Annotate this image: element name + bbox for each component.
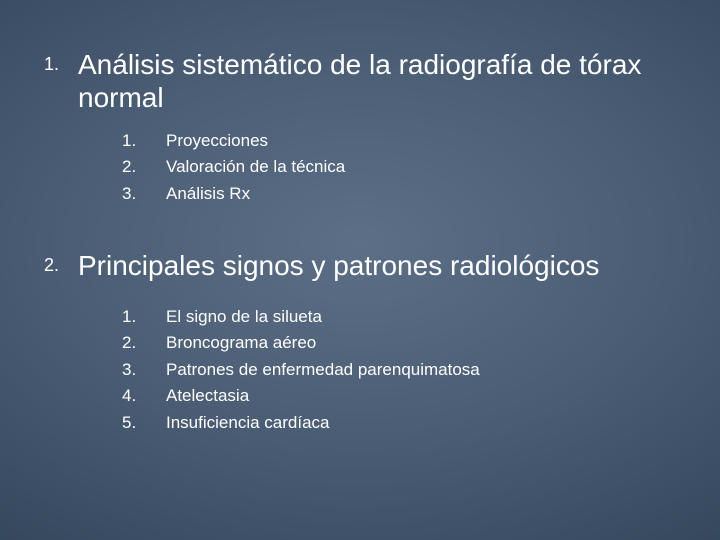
list-item: 4. Atelectasia [122, 383, 660, 409]
sub-number: 3. [122, 181, 166, 207]
sub-number: 3. [122, 357, 166, 383]
sub-number: 1. [122, 128, 166, 154]
sub-number: 4. [122, 383, 166, 409]
sub-text: Atelectasia [166, 383, 249, 409]
list-item: 3. Análisis Rx [122, 181, 660, 207]
section-heading: 2. Principales signos y patrones radioló… [44, 249, 660, 282]
list-item: 2. Valoración de la técnica [122, 154, 660, 180]
sub-number: 2. [122, 330, 166, 356]
section-number: 1. [44, 48, 78, 76]
list-item: 1. El signo de la silueta [122, 304, 660, 330]
sub-number: 1. [122, 304, 166, 330]
list-item: 3. Patrones de enfermedad parenquimatosa [122, 357, 660, 383]
sub-text: Broncograma aéreo [166, 330, 316, 356]
sub-text: Valoración de la técnica [166, 154, 345, 180]
sub-text: Proyecciones [166, 128, 268, 154]
sub-text: Patrones de enfermedad parenquimatosa [166, 357, 480, 383]
list-item: 5. Insuficiencia cardíaca [122, 410, 660, 436]
sub-text: Análisis Rx [166, 181, 250, 207]
sub-text: Insuficiencia cardíaca [166, 410, 329, 436]
sub-number: 2. [122, 154, 166, 180]
section-title: Principales signos y patrones radiológic… [78, 249, 599, 282]
sub-list: 1. El signo de la silueta 2. Broncograma… [122, 304, 660, 436]
section-heading: 1. Análisis sistemático de la radiografí… [44, 48, 660, 114]
section-number: 2. [44, 249, 78, 277]
list-item: 2. Broncograma aéreo [122, 330, 660, 356]
list-item: 1. Proyecciones [122, 128, 660, 154]
sub-number: 5. [122, 410, 166, 436]
section-title: Análisis sistemático de la radiografía d… [78, 48, 660, 114]
sub-text: El signo de la silueta [166, 304, 322, 330]
sub-list: 1. Proyecciones 2. Valoración de la técn… [122, 128, 660, 207]
